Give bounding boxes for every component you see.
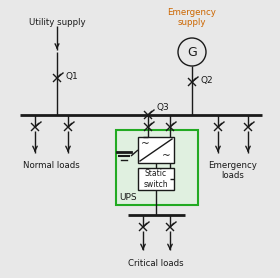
Text: UPS: UPS — [119, 193, 137, 202]
Text: Utility supply: Utility supply — [29, 18, 85, 27]
Text: G: G — [187, 46, 197, 58]
Bar — [138, 168, 174, 190]
Text: Emergency
supply: Emergency supply — [167, 8, 216, 28]
Text: Q1: Q1 — [65, 71, 78, 81]
Text: Static
switch: Static switch — [144, 169, 168, 189]
Text: Emergency
loads: Emergency loads — [209, 161, 257, 180]
Text: ~: ~ — [141, 139, 149, 149]
Text: ~: ~ — [162, 151, 170, 161]
Text: Normal loads: Normal loads — [23, 161, 79, 170]
Bar — [116, 130, 198, 205]
Text: Q3: Q3 — [156, 103, 169, 111]
Bar — [138, 137, 174, 163]
Text: Critical loads: Critical loads — [128, 259, 184, 268]
Text: Q2: Q2 — [200, 76, 213, 85]
